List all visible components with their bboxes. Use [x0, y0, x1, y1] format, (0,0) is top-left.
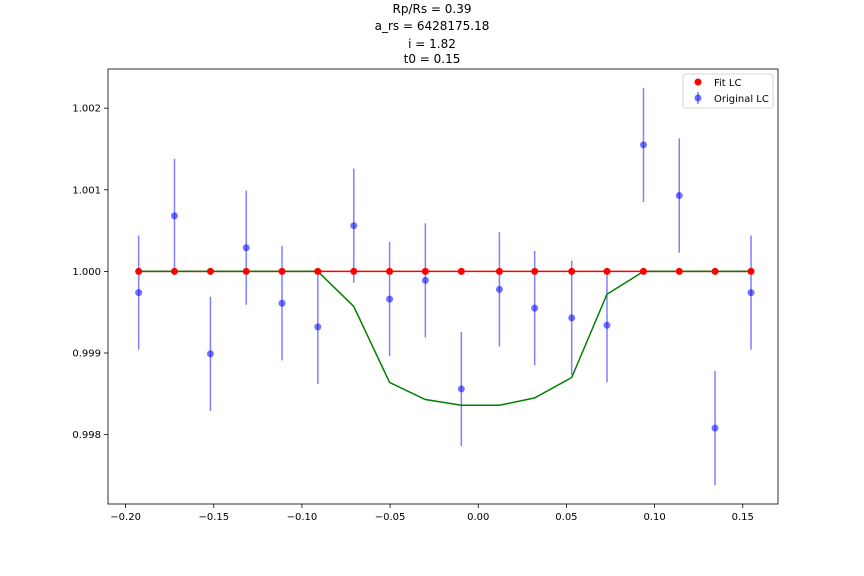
x-tick-label: 0.05: [555, 512, 577, 523]
original-lc-point: [386, 295, 394, 303]
fit-lc-point: [278, 267, 286, 275]
title-line-a-rs: a_rs = 6428175.18: [375, 19, 490, 33]
x-tick-label: 0.00: [467, 512, 489, 523]
y-tick-label: 0.998: [72, 430, 101, 441]
fit-lc-point: [747, 267, 755, 275]
fit-lc-point: [314, 267, 322, 275]
y-tick-label: 1.001: [72, 185, 101, 196]
chart-title: Rp/Rs = 0.39 a_rs = 6428175.18 i = 1.82 …: [375, 2, 490, 66]
legend-marker-original-lc: [694, 94, 702, 102]
title-line-inclination: i = 1.82: [408, 37, 456, 51]
fit-lc-point: [242, 267, 250, 275]
original-lc-point: [675, 192, 683, 200]
original-lc-point: [603, 321, 611, 329]
original-lc-point: [568, 314, 576, 322]
x-tick-label: 0.10: [643, 512, 665, 523]
fit-lc-point: [675, 267, 683, 275]
fit-lc-point: [421, 267, 429, 275]
original-lc-point: [170, 212, 178, 220]
legend-box: [682, 73, 774, 109]
fit-lc-point: [206, 267, 214, 275]
original-lc-point: [135, 289, 143, 297]
x-tick-label: −0.10: [287, 512, 318, 523]
original-lc-point: [421, 276, 429, 284]
x-axis: −0.20 −0.15 −0.10 −0.05 0.00 0.05 0.10 0.15: [110, 504, 754, 523]
original-lc-point: [639, 141, 647, 149]
original-lc-point: [711, 424, 719, 432]
x-tick-label: −0.15: [198, 512, 229, 523]
fit-lc-point: [603, 267, 611, 275]
original-lc-point: [457, 385, 465, 393]
fit-lc-point: [531, 267, 539, 275]
legend-marker-fit-lc: [694, 78, 702, 86]
fit-lc-point: [495, 267, 503, 275]
original-lc-point: [747, 289, 755, 297]
original-lc-point: [495, 285, 503, 293]
x-tick-label: −0.20: [110, 512, 141, 523]
original-lc-point: [531, 304, 539, 312]
x-tick-label: 0.15: [732, 512, 754, 523]
legend-label-fit-lc: Fit LC: [714, 78, 741, 89]
original-lc-point: [314, 323, 322, 331]
original-lc-point: [242, 244, 250, 252]
original-lc-point: [350, 222, 358, 230]
original-lc-point: [278, 299, 286, 307]
y-tick-label: 0.999: [72, 349, 101, 360]
fit-lc-point: [457, 267, 465, 275]
x-tick-label: −0.05: [375, 512, 406, 523]
fit-lc-point: [386, 267, 394, 275]
legend-label-original-lc: Original LC: [714, 94, 769, 105]
fit-lc-point: [711, 267, 719, 275]
title-line-t0: t0 = 0.15: [404, 52, 461, 66]
model-line: [138, 270, 752, 406]
original-lc-point: [206, 350, 214, 358]
plot-marks: [135, 87, 755, 486]
fit-lc-point: [639, 267, 647, 275]
fit-lc-point: [135, 267, 143, 275]
legend: Fit LC Original LC: [682, 73, 774, 109]
plot-area-frame: [107, 68, 779, 505]
y-axis: 0.998 0.999 1.000 1.001 1.002: [72, 104, 108, 441]
fit-lc-point: [350, 267, 358, 275]
fit-lc-point: [170, 267, 178, 275]
y-tick-label: 1.002: [72, 104, 101, 115]
title-line-rp-rs: Rp/Rs = 0.39: [393, 2, 472, 16]
y-tick-label: 1.000: [72, 267, 101, 278]
fit-lc-point: [568, 267, 576, 275]
